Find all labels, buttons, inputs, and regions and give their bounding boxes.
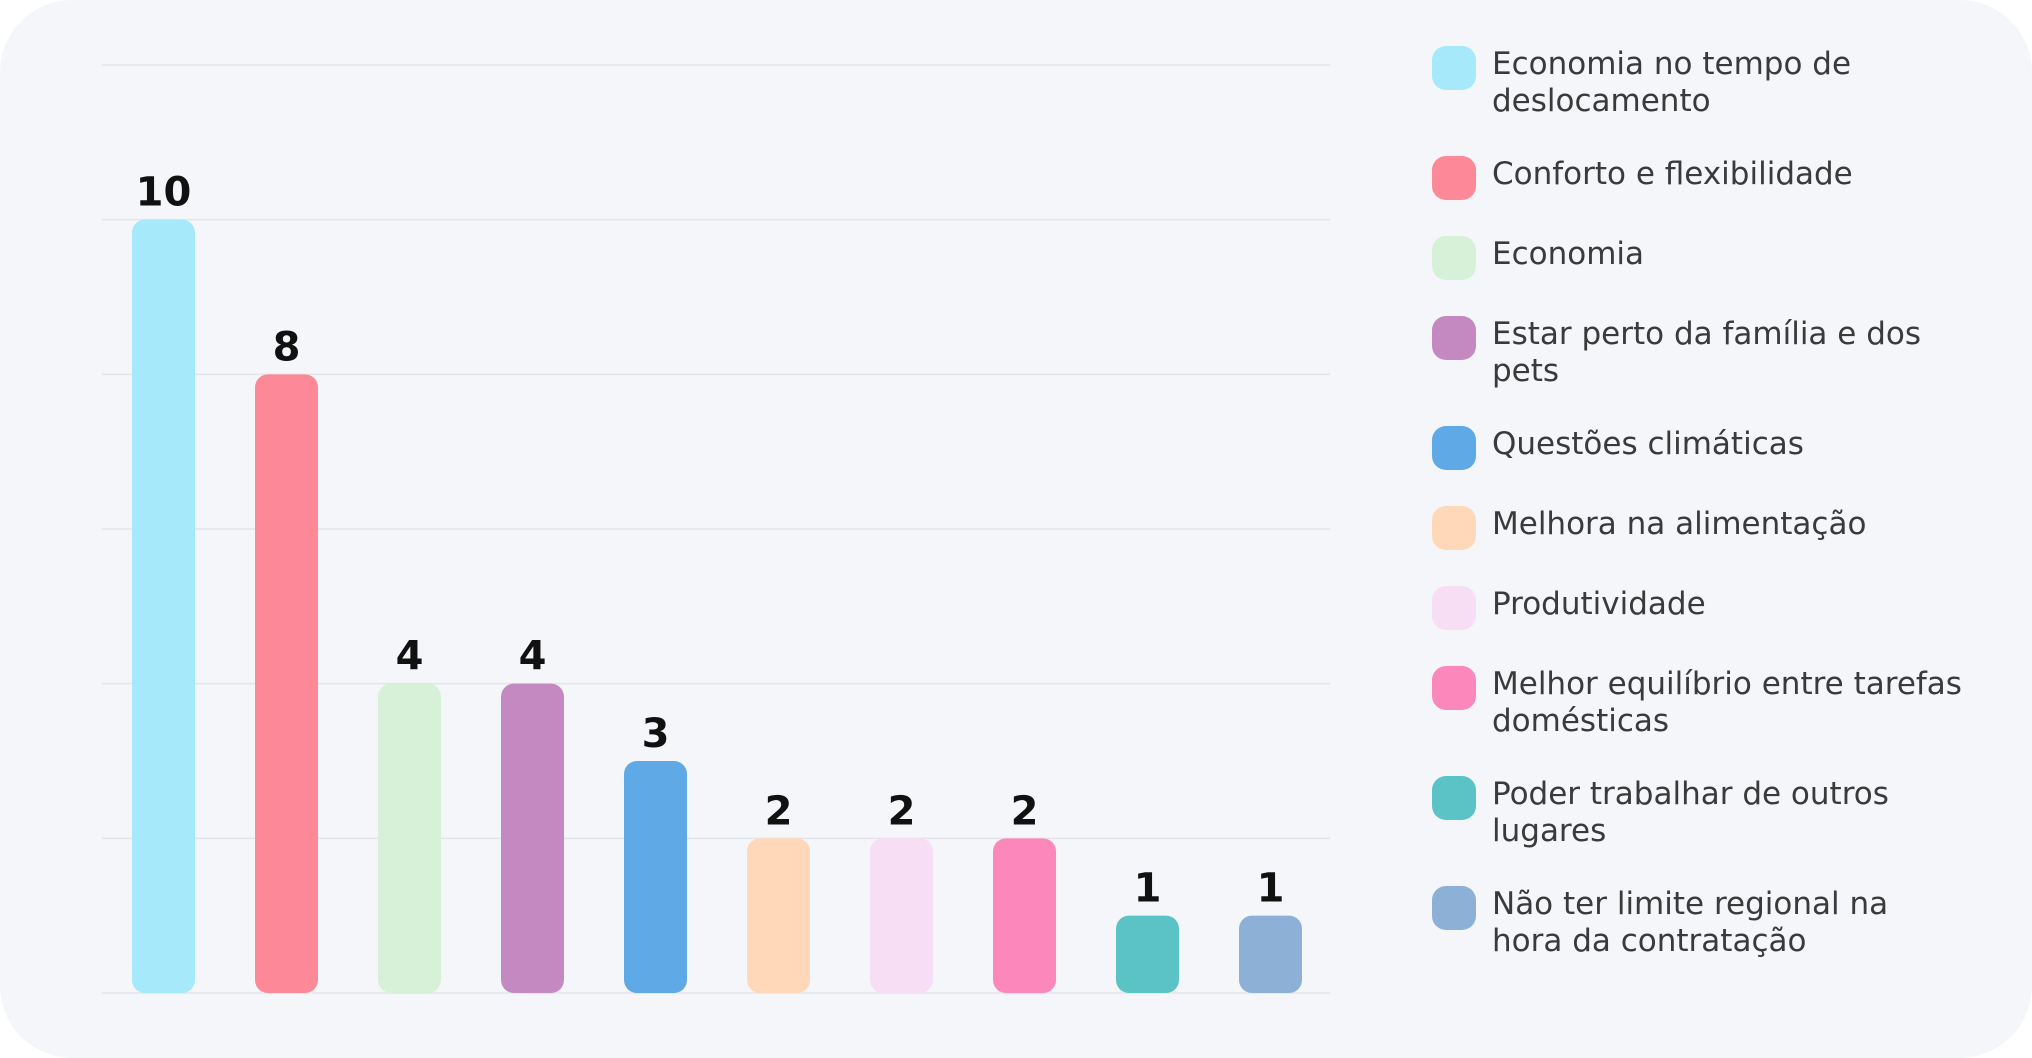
legend-label: Produtividade (1492, 586, 1706, 622)
legend-swatch (1432, 426, 1476, 470)
legend-label: Não ter limite regional na hora da contr… (1492, 886, 1889, 959)
legend-label: Economia (1492, 236, 1645, 272)
bar (624, 761, 687, 993)
bar (132, 219, 195, 993)
legend-item: Economia (1432, 236, 1992, 280)
bar-chart: 10 8 4 4 3 2 2 2 1 1 (102, 64, 1330, 994)
bar-value-label: 10 (136, 170, 192, 216)
bar (870, 838, 933, 993)
bar (747, 838, 810, 993)
bar-value-label: 4 (519, 634, 547, 680)
bar-value-label: 8 (273, 324, 301, 370)
legend-label: Estar perto da família e dos pets (1492, 316, 1922, 389)
legend-swatch (1432, 316, 1476, 360)
bars (132, 219, 1302, 993)
legend-swatch (1432, 886, 1476, 930)
legend-item: Produtividade (1432, 586, 1992, 630)
legend-label: Melhor equilíbrio entre tarefas doméstic… (1492, 666, 1962, 739)
legend-item: Poder trabalhar de outros lugares (1432, 776, 1992, 850)
legend-label: Questões climáticas (1492, 426, 1804, 462)
legend-item: Não ter limite regional na hora da contr… (1432, 886, 1992, 960)
chart-legend: Economia no tempo de deslocamento Confort… (1432, 46, 1992, 996)
legend-item: Economia no tempo de deslocamento (1432, 46, 1992, 120)
legend-label: Economia no tempo de deslocamento (1492, 46, 1852, 119)
bar (255, 374, 318, 993)
data-labels: 10 8 4 4 3 2 2 2 1 1 (136, 170, 1285, 912)
bar (993, 838, 1056, 993)
legend-label: Poder trabalhar de outros lugares (1492, 776, 1889, 849)
bar (1239, 915, 1302, 993)
bar-value-label: 4 (396, 634, 424, 680)
bar-value-label: 2 (888, 788, 916, 834)
legend-item: Conforto e flexibilidade (1432, 156, 1992, 200)
legend-swatch (1432, 666, 1476, 710)
legend-item: Questões climáticas (1432, 426, 1992, 470)
legend-item: Melhor equilíbrio entre tarefas doméstic… (1432, 666, 1992, 740)
bar-value-label: 2 (1011, 788, 1039, 834)
bar (1116, 915, 1179, 993)
bar-value-label: 3 (642, 711, 670, 757)
legend-label: Conforto e flexibilidade (1492, 156, 1853, 192)
bar-value-label: 1 (1257, 866, 1285, 912)
legend-swatch (1432, 586, 1476, 630)
legend-swatch (1432, 506, 1476, 550)
bar-chart-svg: 10 8 4 4 3 2 2 2 1 1 (102, 64, 1330, 994)
bar-value-label: 1 (1134, 866, 1162, 912)
bar-value-label: 2 (765, 788, 793, 834)
legend-swatch (1432, 156, 1476, 200)
legend-swatch (1432, 236, 1476, 280)
legend-swatch (1432, 776, 1476, 820)
bar (378, 683, 441, 993)
bar (501, 683, 564, 993)
legend-item: Estar perto da família e dos pets (1432, 316, 1992, 390)
legend-label: Melhora na alimentação (1492, 506, 1867, 542)
legend-item: Melhora na alimentação (1432, 506, 1992, 550)
legend-swatch (1432, 46, 1476, 90)
